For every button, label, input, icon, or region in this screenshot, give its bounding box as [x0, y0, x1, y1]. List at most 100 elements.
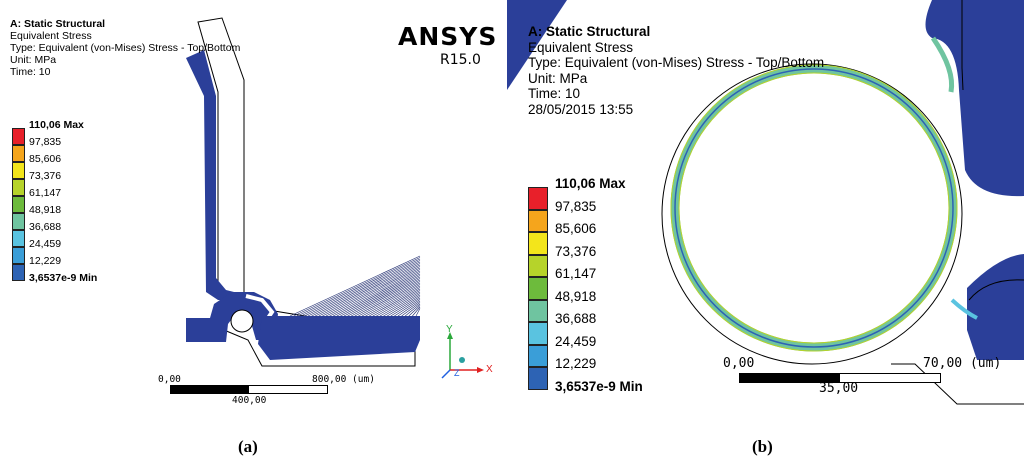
scale-end: 800,00 (um) [312, 374, 375, 385]
legend-swatch [12, 162, 25, 179]
hatch-line [333, 273, 421, 317]
axis-triad[interactable]: Y X Z [436, 324, 496, 386]
hatch-line [293, 257, 421, 317]
result-unit: Unit: MPa [528, 70, 588, 86]
result-type: Type: Equivalent (von-Mises) Stress - To… [10, 42, 241, 55]
scale-mid: 35,00 [819, 381, 859, 396]
result-type: Type: Equivalent (von-Mises) Stress - To… [528, 55, 825, 71]
hatch-line [372, 290, 421, 317]
hatch-line [361, 285, 421, 317]
viewport-b[interactable]: A: Static Structural Equivalent Stress T… [507, 0, 1024, 415]
hatch-line [311, 264, 421, 317]
scale-bar-b: 0,00 70,00 (um) 35,00 [723, 356, 1002, 396]
hatch-line [315, 266, 421, 317]
hatch-line [369, 288, 421, 317]
hatch-line [300, 260, 421, 317]
legend-swatch [12, 145, 25, 162]
hatch-line [405, 303, 421, 317]
legend-label: 12,229 [555, 356, 597, 371]
hatch-line [358, 284, 421, 317]
legend-label: 24,459 [555, 333, 597, 349]
model-a [186, 17, 421, 367]
analysis-title: A: Static Structural [528, 24, 651, 39]
scale-end: 70,00 (um) [923, 356, 1002, 371]
scale-start: 0,00 [158, 374, 181, 385]
triad-y-label: Y [446, 324, 453, 335]
result-time: Time: 10 [10, 66, 51, 79]
legend-swatch [528, 367, 548, 390]
analysis-title: A: Static Structural [10, 18, 106, 30]
legend-swatch [528, 232, 548, 255]
hatch-line [408, 305, 421, 317]
hatch-line [329, 272, 421, 317]
result-info-b: A: Static Structural Equivalent Stress T… [528, 24, 824, 117]
legend-swatch [528, 299, 548, 322]
legend-label: 73,376 [555, 243, 597, 259]
hatch-line [297, 258, 421, 317]
legend-label: 61,147 [555, 266, 597, 281]
legend-swatch [12, 264, 25, 281]
deformed-lever [186, 50, 234, 300]
legend-swatch [12, 230, 25, 247]
hatch-line [304, 261, 421, 317]
legend-swatch [528, 187, 548, 210]
triad-z-label: Z [454, 368, 460, 378]
legend-label: 48,918 [29, 204, 62, 216]
legend-swatch [528, 277, 548, 300]
legend-swatch [12, 128, 25, 145]
hatch-line [397, 300, 421, 317]
legend-swatch [528, 254, 548, 277]
ansys-version: R15.0 [440, 52, 481, 68]
triad-x-label: X [486, 364, 493, 375]
hatch-line [376, 291, 421, 317]
scale-mid: 400,00 [232, 395, 267, 406]
hatch-line [343, 278, 421, 317]
legend-label: 73,376 [29, 170, 62, 182]
caption-a: (a) [238, 437, 258, 456]
hatch-line [307, 263, 421, 317]
legend-label: 12,229 [29, 255, 62, 267]
legend-swatch [528, 344, 548, 367]
caption-b: (b) [752, 437, 773, 456]
legend-swatch [12, 213, 25, 230]
legend-label: 36,688 [555, 311, 597, 326]
deformed-part-right-top [925, 0, 1024, 197]
legend-label: 110,06 Max [29, 119, 84, 131]
ansys-logo: ANSYS [398, 22, 498, 51]
legend-label: 85,606 [29, 153, 62, 165]
legend-label: 85,606 [555, 221, 597, 236]
hatch-line [394, 299, 421, 317]
legend-label: 3,6537e-9 Min [555, 378, 643, 394]
legend-label: 3,6537e-9 Min [29, 272, 98, 284]
result-quantity: Equivalent Stress [10, 30, 92, 43]
hatch-line [379, 293, 421, 317]
viewport-a[interactable]: A: Static Structural Equivalent Stress T… [0, 0, 500, 415]
hatch-line [347, 279, 421, 317]
hatch-line [289, 255, 421, 317]
legend-label: 110,06 Max [555, 176, 626, 191]
hatch-line [387, 296, 421, 317]
contact-hatch [289, 255, 421, 317]
hatch-line [383, 294, 421, 317]
legend-label: 97,835 [555, 198, 597, 214]
legend-label: 36,688 [29, 221, 62, 233]
hatch-line [415, 308, 421, 317]
legend-swatch [528, 209, 548, 232]
result-date: 28/05/2015 13:55 [528, 101, 634, 117]
deformed-part-top-left [507, 0, 567, 90]
hatch-line [351, 281, 421, 317]
result-quantity: Equivalent Stress [528, 39, 634, 55]
deformed-plate [258, 316, 420, 360]
hatch-line [365, 287, 421, 317]
hatch-line [401, 302, 421, 317]
hatch-line [322, 269, 421, 317]
model-b [507, 0, 1024, 405]
hatch-line [325, 270, 421, 317]
hatch-line [336, 275, 421, 317]
result-unit: Unit: MPa [10, 54, 57, 67]
legend-label: 48,918 [555, 288, 597, 304]
scale-bar-a: 0,00 800,00 (um) 400,00 [158, 374, 375, 406]
hatch-line [340, 276, 421, 317]
triad-icon [441, 332, 484, 379]
hatch-line [318, 267, 421, 317]
